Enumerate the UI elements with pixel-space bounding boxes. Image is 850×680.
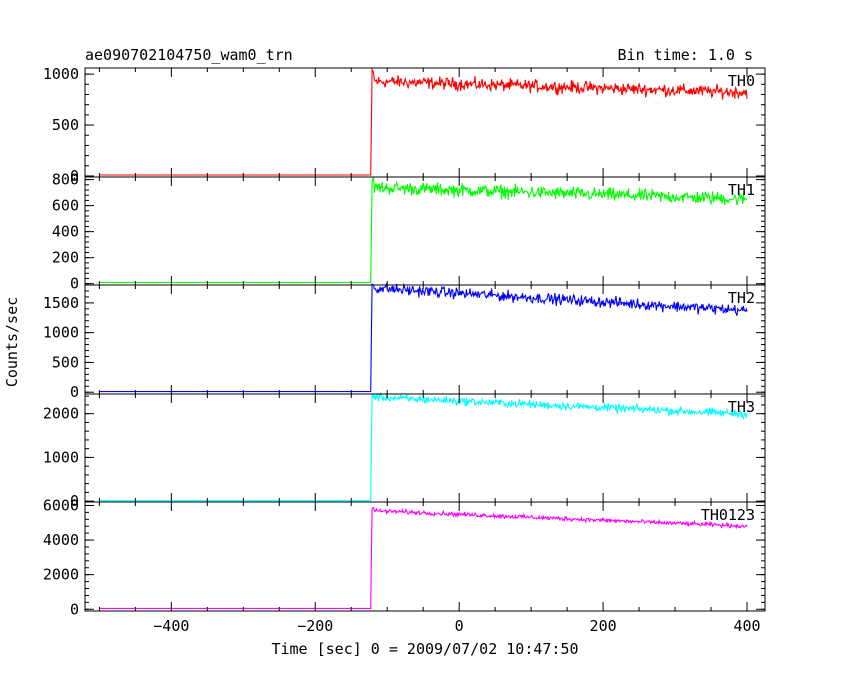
y-tick-label: 6000 <box>43 496 79 514</box>
panel-frame-th0 <box>84 67 766 178</box>
y-tick-label: 4000 <box>43 531 79 549</box>
x-axis-label: Time [sec] 0 = 2009/07/02 10:47:50 <box>271 640 579 658</box>
x-tick-label: 200 <box>590 617 617 635</box>
panel-frame-th2 <box>84 284 766 395</box>
series-line-th1 <box>99 176 748 283</box>
y-tick-label: 500 <box>52 116 79 134</box>
panel-label-th2: TH2 <box>728 289 755 307</box>
y-tick-label: 0 <box>70 167 79 185</box>
y-tick-label: 1000 <box>43 65 79 83</box>
y-axis-label: Counts/sec <box>3 296 21 388</box>
y-tick-label: 1000 <box>43 324 79 342</box>
y-tick-label: 2000 <box>43 566 79 584</box>
x-tick-label: −200 <box>297 617 333 635</box>
bin-time-label: Bin time: 1.0 s <box>617 46 753 64</box>
panel-label-th3: TH3 <box>728 398 755 416</box>
y-tick-label: 800 <box>52 171 79 189</box>
x-tick-label: 400 <box>733 617 760 635</box>
y-tick-label: 1000 <box>43 448 79 466</box>
y-tick-label: 0 <box>70 383 79 401</box>
series-line-th0123 <box>99 506 748 609</box>
panel-label-th1: TH1 <box>728 181 755 199</box>
panel-label-th0123: TH0123 <box>701 506 755 524</box>
series-line-th2 <box>99 282 748 393</box>
x-tick-label: 0 <box>455 617 464 635</box>
y-tick-label: 500 <box>52 353 79 371</box>
y-tick-label: 0 <box>70 600 79 618</box>
y-tick-label: 600 <box>52 197 79 215</box>
chart-title: ae090702104750_wam0_trn <box>85 46 293 64</box>
panel-frame-th0123 <box>84 501 766 612</box>
y-tick-label: 200 <box>52 249 79 267</box>
y-tick-label: 1500 <box>43 294 79 312</box>
y-tick-label: 2000 <box>43 405 79 423</box>
x-tick-label: −400 <box>153 617 189 635</box>
panel-label-th0: TH0 <box>728 72 755 90</box>
y-tick-label: 0 <box>70 275 79 293</box>
series-line-th3 <box>99 392 748 502</box>
y-tick-label: 0 <box>70 492 79 510</box>
y-tick-label: 400 <box>52 223 79 241</box>
series-line-th0 <box>99 67 748 176</box>
